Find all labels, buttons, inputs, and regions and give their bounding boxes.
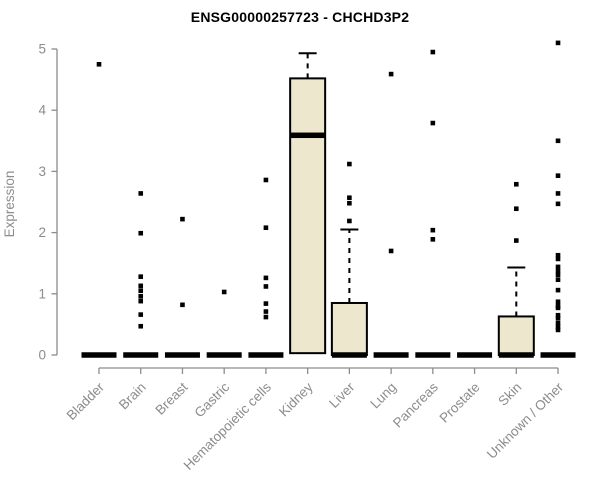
outlier-brain — [138, 230, 144, 236]
outlier-breast — [180, 302, 185, 308]
chart-title: ENSG00000257723 - CHCHD3P2 — [190, 9, 410, 25]
y-axis-label: Expression — [2, 171, 17, 238]
x-tick-label-brain: Brain — [116, 380, 149, 413]
outlier-pancreas — [430, 237, 436, 242]
outlier-hematopoietic-cells — [263, 284, 269, 289]
outlier-brain — [138, 293, 144, 299]
x-tick-label-unknown-other: Unknown / Other — [484, 379, 567, 462]
median-unknown-other — [540, 352, 576, 358]
outlier-pancreas — [430, 227, 436, 233]
outlier-hematopoietic-cells — [263, 301, 269, 306]
median-liver — [331, 352, 367, 358]
y-tick-label: 0 — [38, 348, 46, 363]
outlier-brain — [138, 298, 144, 304]
median-prostate — [457, 352, 493, 358]
outlier-lung — [388, 71, 394, 77]
outlier-brain — [138, 191, 144, 196]
outlier-brain — [138, 283, 144, 289]
outlier-unknown-other — [555, 315, 561, 321]
x-tick-label-gastric: Gastric — [191, 379, 232, 420]
outlier-unknown-other — [555, 277, 561, 283]
outlier-unknown-other — [555, 256, 561, 262]
outlier-unknown-other — [555, 191, 561, 196]
x-tick-label-liver: Liver — [326, 379, 358, 411]
outlier-unknown-other — [555, 305, 561, 311]
outlier-unknown-other — [555, 320, 561, 326]
outlier-brain — [138, 288, 144, 294]
outlier-unknown-other — [555, 327, 561, 333]
y-tick-label: 2 — [38, 225, 46, 240]
outlier-brain — [138, 323, 144, 329]
outlier-hematopoietic-cells — [263, 314, 269, 320]
outlier-unknown-other — [555, 40, 561, 46]
outlier-liver — [347, 218, 352, 224]
box-liver — [330, 301, 368, 357]
outlier-unknown-other — [555, 173, 561, 178]
outlier-pancreas — [430, 120, 436, 126]
outlier-skin — [514, 181, 519, 187]
x-tick-label-kidney: Kidney — [276, 379, 316, 419]
x-tick-label-lung: Lung — [367, 380, 399, 412]
outlier-hematopoietic-cells — [263, 309, 269, 314]
x-tick-label-bladder: Bladder — [64, 379, 108, 423]
outlier-unknown-other — [555, 324, 561, 330]
outlier-pancreas — [430, 49, 436, 55]
outlier-bladder — [96, 62, 102, 67]
y-tick-label: 5 — [38, 42, 46, 57]
outlier-unknown-other — [555, 299, 561, 305]
outlier-breast — [180, 216, 185, 222]
outlier-liver — [347, 200, 352, 206]
outlier-brain — [138, 274, 144, 279]
median-breast — [164, 352, 200, 358]
outlier-skin — [514, 238, 519, 243]
outlier-lung — [388, 248, 394, 254]
median-brain — [123, 352, 159, 358]
box-kidney — [289, 77, 327, 355]
median-lung — [373, 352, 409, 358]
outlier-hematopoietic-cells — [263, 275, 269, 281]
median-bladder — [81, 352, 117, 358]
outlier-hematopoietic-cells — [263, 225, 269, 231]
median-kidney — [290, 132, 326, 139]
outlier-unknown-other — [555, 252, 561, 258]
outlier-skin — [514, 206, 519, 212]
outlier-liver — [347, 161, 352, 167]
outlier-gastric — [221, 289, 227, 295]
median-pancreas — [415, 352, 451, 358]
y-tick-label: 3 — [38, 164, 46, 179]
median-hematopoietic-cells — [248, 352, 284, 358]
y-tick-label: 1 — [38, 286, 46, 301]
outlier-unknown-other — [555, 272, 561, 278]
outlier-unknown-other — [555, 138, 561, 144]
x-tick-label-pancreas: Pancreas — [390, 379, 441, 430]
outlier-hematopoietic-cells — [263, 177, 269, 183]
outlier-liver — [347, 195, 352, 201]
outlier-unknown-other — [555, 201, 561, 207]
x-tick-label-breast: Breast — [152, 379, 190, 417]
y-tick-label: 4 — [38, 103, 46, 118]
median-gastric — [206, 352, 242, 358]
outlier-brain — [138, 312, 144, 317]
x-tick-label-prostate: Prostate — [437, 380, 483, 426]
box-skin — [497, 315, 535, 356]
median-skin — [498, 352, 534, 358]
x-tick-label-skin: Skin — [495, 380, 524, 409]
outlier-unknown-other — [555, 312, 561, 318]
outlier-unknown-other — [555, 264, 561, 270]
outlier-unknown-other — [555, 268, 561, 274]
outlier-unknown-other — [555, 287, 561, 293]
